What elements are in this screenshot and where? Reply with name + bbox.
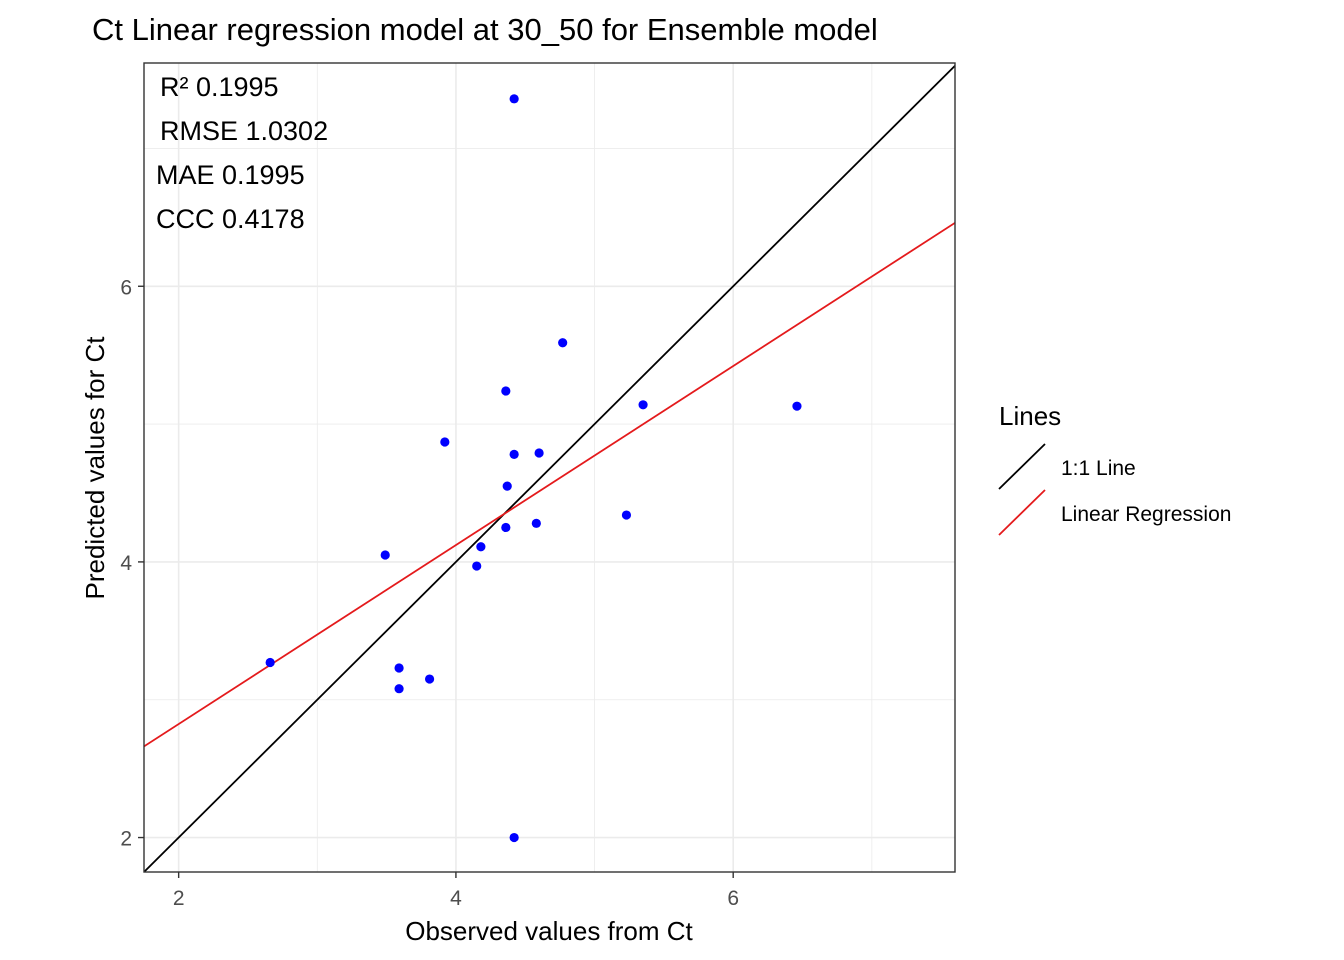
data-point bbox=[502, 481, 512, 491]
panel-border bbox=[143, 62, 956, 873]
y-tick-label: 2 bbox=[120, 828, 132, 851]
x-tick-label: 6 bbox=[727, 887, 739, 910]
x-axis-label: Observed values from Ct bbox=[405, 916, 693, 946]
data-point bbox=[501, 522, 511, 533]
legend-key-line bbox=[998, 443, 1046, 490]
data-point bbox=[558, 338, 568, 348]
data-point bbox=[509, 449, 519, 460]
legend-items: 1:1 Line Linear Regression bbox=[998, 443, 1231, 536]
legend-item-label: Linear Regression bbox=[1061, 503, 1231, 526]
x-tick-label: 4 bbox=[450, 887, 462, 910]
reference-lines bbox=[144, 65, 955, 872]
data-point bbox=[792, 401, 802, 411]
legend: Lines 1:1 Line Linear Regression bbox=[998, 401, 1231, 536]
y-tick-label: 4 bbox=[120, 552, 132, 575]
data-point bbox=[501, 386, 511, 396]
identity-line bbox=[144, 65, 955, 872]
data-point bbox=[424, 674, 435, 684]
data-point bbox=[476, 542, 486, 552]
stat-annotation: R² 0.1995 bbox=[160, 72, 279, 102]
x-tick-label: 2 bbox=[173, 887, 185, 910]
legend-title: Lines bbox=[999, 401, 1061, 431]
legend-key-line bbox=[998, 489, 1046, 536]
y-axis-label: Predicted values for Ct bbox=[80, 336, 110, 600]
data-point bbox=[394, 684, 404, 694]
plot-panel: 2 4 6 2 4 6 bbox=[120, 62, 956, 910]
regression-line bbox=[144, 222, 955, 748]
chart-title: Ct Linear regression model at 30_50 for … bbox=[92, 12, 878, 47]
data-point bbox=[509, 832, 519, 843]
data-point bbox=[440, 437, 450, 447]
data-points bbox=[265, 94, 802, 843]
data-point bbox=[534, 448, 544, 458]
data-point bbox=[380, 550, 390, 560]
data-point bbox=[531, 518, 541, 528]
data-point bbox=[472, 561, 482, 571]
data-point bbox=[638, 400, 648, 410]
data-point bbox=[621, 510, 632, 520]
data-point bbox=[509, 94, 519, 104]
legend-item-label: 1:1 Line bbox=[1061, 457, 1136, 480]
data-point bbox=[265, 657, 275, 668]
stat-annotation: CCC 0.4178 bbox=[156, 204, 305, 234]
y-tick-label: 6 bbox=[120, 276, 132, 299]
data-point bbox=[394, 663, 404, 673]
stat-annotation: RMSE 1.0302 bbox=[160, 116, 328, 146]
stat-annotation: MAE 0.1995 bbox=[156, 160, 305, 190]
stats-annotations: R² 0.1995 RMSE 1.0302 MAE 0.1995 CCC 0.4178 bbox=[156, 72, 328, 234]
